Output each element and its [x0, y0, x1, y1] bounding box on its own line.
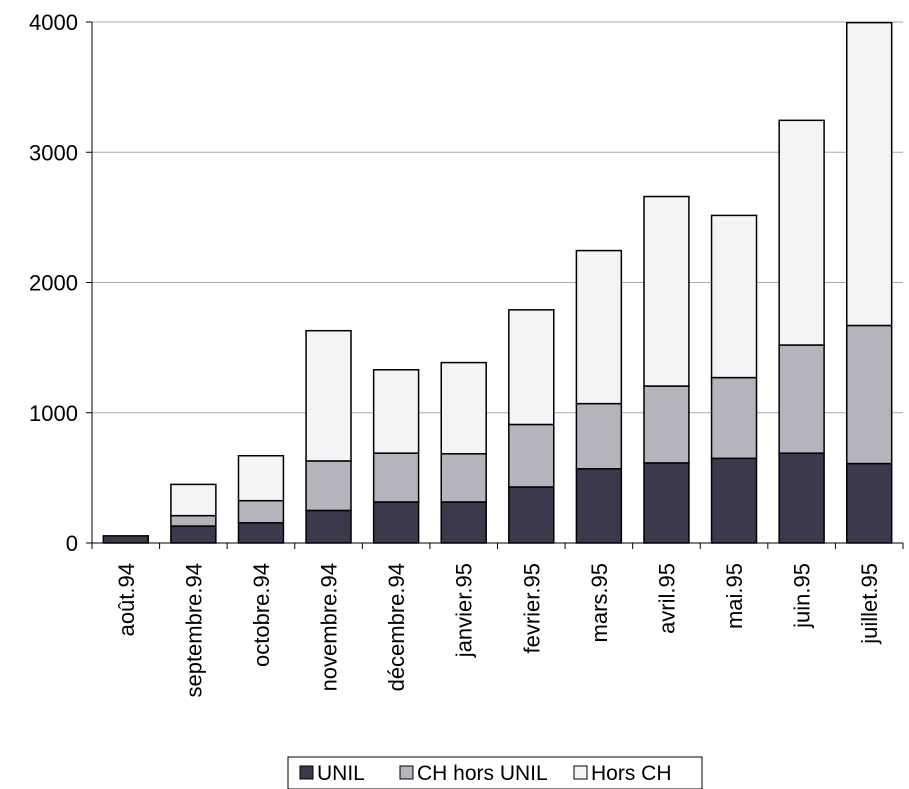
x-tick-label: janvier.95 [452, 563, 477, 658]
legend-swatch [573, 765, 588, 780]
y-axis: 0 1000 2000 3000 4000 [29, 10, 93, 556]
bar-segment-hors-ch [643, 195, 690, 387]
legend-label: CH hors UNIL [417, 762, 548, 785]
x-tick-label: juillet.95 [857, 563, 882, 645]
bar-segment-hors-ch [778, 119, 825, 346]
bar-segment-unil [845, 462, 893, 544]
bar-segment-unil [440, 501, 487, 544]
bar-segment-ch-hors-unil [170, 514, 217, 527]
legend-box [287, 756, 703, 789]
bars [102, 21, 893, 544]
x-tick-label: mai.95 [722, 563, 747, 629]
x-tick-label: fevrier.95 [519, 563, 544, 654]
y-tick-label: 4000 [29, 10, 78, 35]
bar-segment-ch-hors-unil [305, 460, 352, 512]
legend-swatch [399, 765, 414, 780]
bar-segment-unil [643, 462, 690, 544]
x-tick-label: décembre.94 [384, 563, 409, 691]
legend-label: Hors CH [591, 762, 672, 785]
bar-segment-hors-ch [508, 309, 555, 426]
x-tick-label: novembre.94 [317, 563, 342, 691]
bar-segment-ch-hors-unil [237, 499, 285, 524]
y-tick-label: 2000 [29, 271, 78, 296]
x-tick-label: mars.95 [587, 563, 612, 642]
bar-segment-hors-ch [372, 369, 420, 454]
bar-segment-hors-ch [845, 21, 893, 327]
bar-segment-hors-ch [575, 249, 623, 405]
bar-segment-unil [575, 468, 623, 544]
bar-segment-unil [170, 525, 217, 544]
bar-segment-hors-ch [305, 329, 352, 462]
bar-segment-ch-hors-unil [845, 324, 893, 465]
x-tick-label: août.94 [114, 563, 139, 636]
bar-segment-ch-hors-unil [440, 453, 487, 503]
bar-segment-unil [372, 501, 420, 544]
bar-segment-hors-ch [440, 361, 487, 455]
bar-segment-unil [710, 457, 758, 544]
y-tick-label: 0 [66, 531, 78, 556]
bar-segment-ch-hors-unil [643, 385, 690, 464]
bar-segment-ch-hors-unil [710, 376, 758, 460]
gridlines [92, 21, 903, 414]
bar-segment-ch-hors-unil [508, 423, 555, 488]
legend: UNIL CH hors UNIL Hors CH [287, 756, 703, 789]
bar-segment-unil [305, 509, 352, 544]
bar-segment-hors-ch [170, 483, 217, 517]
bar-segment-unil [237, 522, 285, 544]
bar-segment-hors-ch [237, 454, 285, 502]
bar-segment-ch-hors-unil [575, 402, 623, 470]
bar-segment-hors-ch [710, 214, 758, 379]
bar-segment-ch-hors-unil [372, 452, 420, 503]
legend-swatch [299, 765, 314, 780]
x-tick-label: juin.95 [790, 563, 815, 629]
bar-segment-unil [508, 486, 555, 544]
x-tick-label: avril.95 [654, 563, 679, 634]
bar-segment-unil [778, 452, 825, 544]
y-tick-label: 1000 [29, 401, 78, 426]
bar-segment-unil [102, 535, 150, 544]
x-axis: août.94 septembre.94 octobre.94 novembre.94… [91, 542, 904, 698]
bar-segment-ch-hors-unil [778, 344, 825, 454]
x-tick-label: septembre.94 [181, 563, 206, 698]
legend-label: UNIL [317, 762, 365, 785]
x-tick-label: octobre.94 [249, 563, 274, 667]
y-tick-label: 3000 [29, 140, 78, 165]
